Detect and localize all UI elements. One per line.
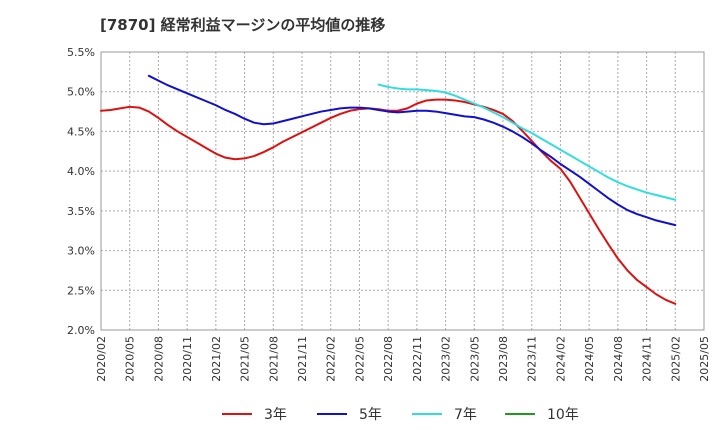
x-tick-label: 2024/08 <box>612 336 625 382</box>
y-tick-label: 3.5% <box>67 205 95 218</box>
x-tick-label: 2021/05 <box>239 336 252 382</box>
x-tick-label: 2023/05 <box>468 336 481 382</box>
x-tick-label: 2022/05 <box>353 336 366 382</box>
legend-label: 7年 <box>454 407 477 423</box>
legend-label: 10年 <box>547 407 579 423</box>
x-tick-label: 2022/02 <box>325 336 338 382</box>
y-tick-label: 5.5% <box>67 46 95 59</box>
x-tick-label: 2022/11 <box>411 336 424 382</box>
y-tick-label: 5.0% <box>67 86 95 99</box>
x-tick-label: 2025/02 <box>669 336 682 382</box>
y-tick-label: 4.0% <box>67 165 95 178</box>
legend: 3年 5年 7年 10年 <box>222 407 579 423</box>
x-tick-label: 2020/08 <box>152 336 165 382</box>
series-line-7年 <box>377 83 677 201</box>
grid <box>100 51 705 331</box>
x-tick-label: 2021/08 <box>267 336 280 382</box>
x-tick-label: 2021/02 <box>210 336 223 382</box>
x-tick-label: 2023/11 <box>526 336 539 382</box>
x-tick-label: 2025/05 <box>698 336 711 382</box>
x-tick-label: 2020/02 <box>95 336 108 382</box>
y-tick-label: 4.5% <box>67 125 95 138</box>
y-axis: 5.5% 5.0% 4.5% 4.0% 3.5% 3.0% 2.5% 2.0% <box>67 46 95 337</box>
y-tick-label: 2.5% <box>67 284 95 297</box>
legend-label: 3年 <box>264 407 287 423</box>
x-axis: 2020/02 2020/05 2020/08 2020/11 2021/02 2021/… <box>95 336 711 382</box>
y-tick-label: 3.0% <box>67 245 95 258</box>
x-tick-label: 2023/02 <box>440 336 453 382</box>
x-tick-label: 2022/08 <box>382 336 395 382</box>
y-tick-label: 2.0% <box>67 324 95 337</box>
x-tick-label: 2024/05 <box>583 336 596 382</box>
series-group <box>100 74 677 305</box>
x-tick-label: 2024/02 <box>554 336 567 382</box>
chart-title: [7870] 経常利益マージンの平均値の推移 <box>100 16 385 34</box>
x-tick-label: 2024/11 <box>641 336 654 382</box>
x-tick-label: 2023/08 <box>497 336 510 382</box>
x-tick-label: 2021/11 <box>296 336 309 382</box>
x-tick-label: 2020/05 <box>124 336 137 382</box>
legend-label: 5年 <box>359 407 382 423</box>
series-line-5年 <box>147 74 677 227</box>
plot-area <box>100 51 705 331</box>
x-tick-label: 2020/11 <box>181 336 194 382</box>
